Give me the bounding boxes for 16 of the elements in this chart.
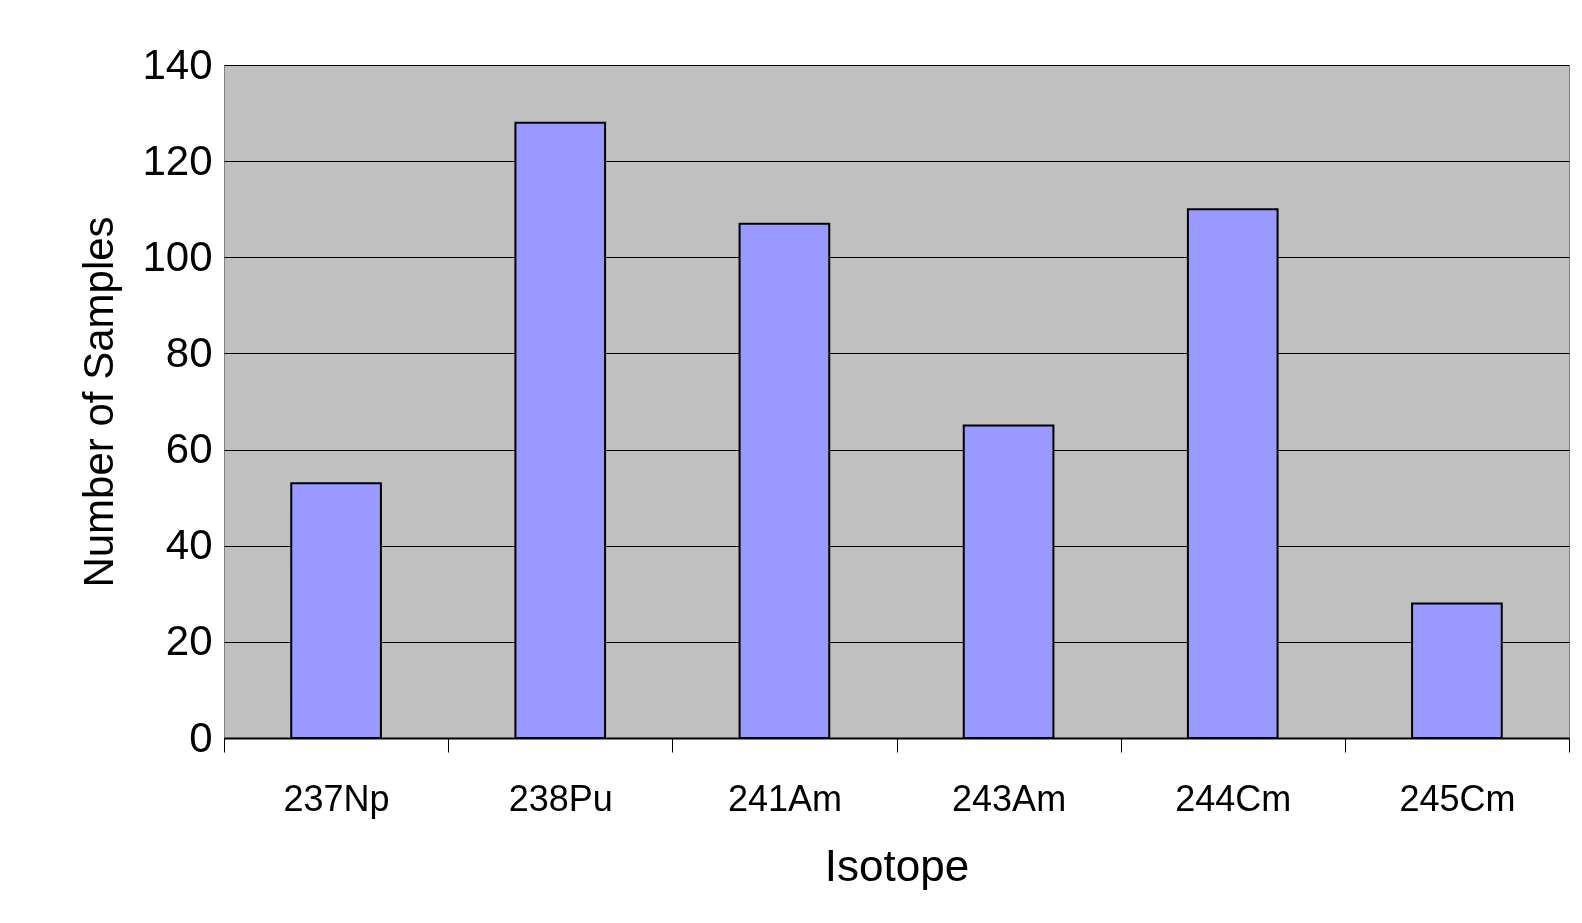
y-tick-label: 80 [165,328,213,376]
x-tick-label: 243Am [952,777,1067,819]
y-tick-label: 120 [142,136,213,184]
x-tick-label: 245Cm [1399,777,1516,819]
y-tick-label: 40 [165,521,213,569]
x-tick-label: 244Cm [1175,777,1292,819]
x-tick-label: 237Np [283,777,390,819]
y-tick-label: 140 [142,40,213,88]
x-tick-label: 241Am [727,777,842,819]
y-tick-label: 60 [165,425,213,473]
x-axis-title: Isotope [824,840,970,890]
y-tick-label: 20 [165,617,213,665]
y-tick-label: 100 [142,232,213,280]
y-tick-label: 0 [189,713,213,761]
y-axis-title: Number of Samples [75,216,123,588]
x-tick-label: 238Pu [508,777,613,819]
